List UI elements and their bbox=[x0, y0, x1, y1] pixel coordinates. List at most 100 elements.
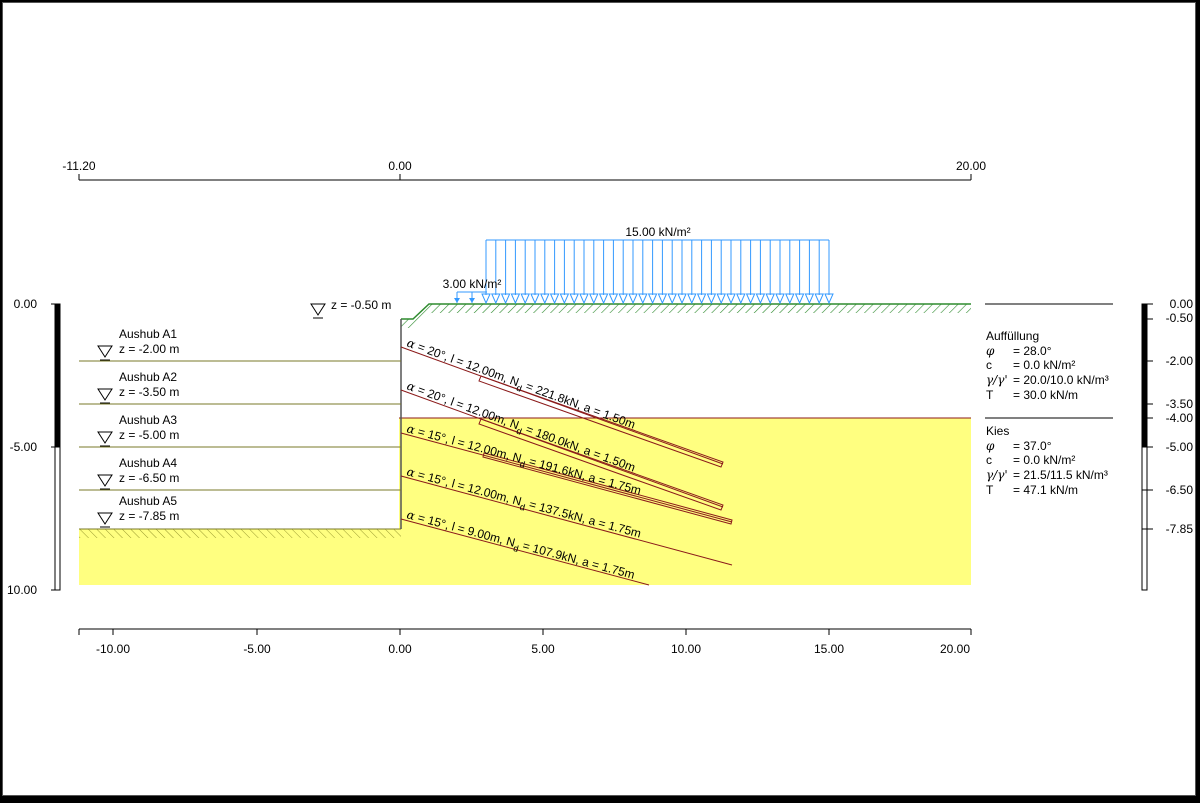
level-marker-icon bbox=[97, 345, 113, 358]
surcharge-arrowhead bbox=[540, 293, 550, 305]
excavation-bottom-hatch bbox=[79, 529, 401, 538]
excavation-a4: Aushub A4 z = -6.50 m bbox=[97, 456, 179, 490]
svg-text:γ/γ': γ/γ' bbox=[986, 373, 1008, 387]
line-load-label: 3.00 kN/m² bbox=[443, 277, 502, 291]
bottom-tick-label: -10.00 bbox=[96, 642, 130, 656]
left-scale-label: 10.00 bbox=[7, 583, 37, 597]
surcharge-arrowhead bbox=[559, 293, 570, 305]
svg-text:φ: φ bbox=[986, 439, 995, 453]
top-axis-mid-label: 0.00 bbox=[388, 159, 412, 173]
surcharge-arrowhead bbox=[569, 293, 579, 305]
svg-text:c: c bbox=[986, 453, 992, 467]
excavation-a1: Aushub A1 z = -2.00 m bbox=[97, 327, 179, 361]
svg-text:Kies: Kies bbox=[986, 424, 1009, 438]
svg-text:= 30.0 kN/m: = 30.0 kN/m bbox=[1013, 388, 1078, 402]
svg-text:T: T bbox=[986, 388, 994, 402]
bottom-tick-label: 5.00 bbox=[531, 642, 555, 656]
right-scale-label: -2.00 bbox=[1166, 354, 1194, 368]
surcharge-arrowhead bbox=[638, 293, 648, 305]
line-load: 3.00 kN/m² bbox=[443, 277, 502, 303]
surcharge-arrowhead bbox=[520, 293, 530, 305]
svg-text:T: T bbox=[986, 483, 994, 497]
ground-surface-hatch bbox=[401, 304, 971, 328]
surcharge-arrowhead bbox=[549, 293, 560, 305]
surcharge-arrowhead bbox=[755, 293, 766, 305]
soil-legend: Auffüllung φ = 28.0° c = 0.0 kN/m² γ/γ' … bbox=[985, 303, 1113, 497]
surcharge-arrowhead bbox=[824, 293, 834, 305]
top-axis-left-label: -11.20 bbox=[62, 159, 95, 173]
right-scale-label: -4.00 bbox=[1166, 411, 1194, 425]
surcharge-arrowhead bbox=[500, 293, 511, 305]
excavation-levels bbox=[79, 360, 401, 491]
svg-text:Auffüllung: Auffüllung bbox=[986, 329, 1039, 343]
svg-text:= 20.0/10.0 kN/m³: = 20.0/10.0 kN/m³ bbox=[1013, 373, 1109, 387]
level-marker-icon bbox=[97, 474, 113, 487]
water-level-icon bbox=[310, 303, 326, 316]
surcharge-load: 15.00 kN/m² bbox=[481, 225, 834, 305]
svg-text:γ/γ': γ/γ' bbox=[986, 468, 1008, 482]
bottom-tick-label: 15.00 bbox=[814, 642, 844, 656]
level-marker-icon bbox=[97, 512, 113, 525]
surcharge-arrowhead bbox=[618, 293, 628, 305]
surcharge-arrowhead bbox=[589, 293, 599, 305]
svg-text:Aushub A2: Aushub A2 bbox=[119, 370, 177, 384]
surcharge-label: 15.00 kN/m² bbox=[625, 225, 690, 239]
surcharge-arrowhead bbox=[706, 293, 717, 305]
surcharge-arrowhead bbox=[510, 293, 521, 305]
svg-text:= 47.1 kN/m: = 47.1 kN/m bbox=[1013, 483, 1078, 497]
surcharge-arrowhead bbox=[481, 293, 491, 305]
surcharge-arrowhead bbox=[716, 293, 726, 305]
surcharge-arrowhead bbox=[530, 293, 540, 305]
svg-text:c: c bbox=[986, 358, 992, 372]
surcharge-arrowhead bbox=[647, 293, 658, 305]
svg-text:z = -7.85 m: z = -7.85 m bbox=[119, 509, 179, 523]
surcharge-arrowhead bbox=[804, 293, 815, 305]
left-scale-label: 0.00 bbox=[14, 297, 38, 311]
soil-kies-left bbox=[79, 529, 401, 585]
bottom-tick-label: 20.00 bbox=[940, 642, 970, 656]
surcharge-arrowhead bbox=[579, 293, 589, 305]
ground-surface-line bbox=[401, 303, 971, 320]
surcharge-arrowhead bbox=[667, 293, 677, 305]
surcharge-arrowhead bbox=[814, 293, 824, 305]
svg-text:z = -5.00 m: z = -5.00 m bbox=[119, 428, 179, 442]
surcharge-arrowhead bbox=[736, 293, 746, 305]
bottom-tick-label: 10.00 bbox=[671, 642, 701, 656]
excavation-a3: Aushub A3 z = -5.00 m bbox=[97, 413, 179, 447]
svg-text:z = -3.50 m: z = -3.50 m bbox=[119, 385, 179, 399]
bottom-tick-label: -5.00 bbox=[243, 642, 271, 656]
svg-text:Aushub A4: Aushub A4 bbox=[119, 456, 177, 470]
surcharge-arrowhead bbox=[765, 293, 775, 305]
top-axis: -11.20 0.00 20.00 bbox=[62, 159, 986, 181]
surcharge-arrowhead bbox=[491, 293, 501, 305]
svg-text:z = -6.50 m: z = -6.50 m bbox=[119, 471, 179, 485]
right-scale-label: -3.50 bbox=[1166, 397, 1194, 411]
surcharge-arrowhead bbox=[628, 293, 638, 305]
svg-text:= 28.0°: = 28.0° bbox=[1013, 344, 1052, 358]
right-scale-label: -6.50 bbox=[1166, 483, 1194, 497]
surcharge-arrowhead bbox=[696, 293, 707, 305]
excavation-labels: Aushub A1 z = -2.00 m Aushub A2 z = -3.5… bbox=[97, 327, 179, 528]
svg-text:Aushub A1: Aushub A1 bbox=[119, 327, 177, 341]
svg-text:= 37.0°: = 37.0° bbox=[1013, 439, 1052, 453]
svg-text:z = -2.00 m: z = -2.00 m bbox=[119, 342, 179, 356]
left-depth-scale: 0.00 -5.00 10.00 bbox=[7, 297, 61, 597]
surcharge-arrowhead bbox=[608, 293, 619, 305]
top-axis-right-label: 20.00 bbox=[956, 159, 986, 173]
svg-text:φ: φ bbox=[986, 344, 995, 358]
svg-text:Aushub A5: Aushub A5 bbox=[119, 494, 177, 508]
bottom-tick-label: 0.00 bbox=[388, 642, 412, 656]
soil-legend-kies: Kies φ = 37.0° c = 0.0 kN/m² γ/γ' = 21.5… bbox=[986, 424, 1108, 497]
svg-text:= 21.5/11.5 kN/m³: = 21.5/11.5 kN/m³ bbox=[1013, 468, 1108, 482]
surcharge-arrowhead bbox=[794, 293, 805, 305]
surcharge-arrowhead bbox=[677, 293, 687, 305]
svg-text:Aushub A3: Aushub A3 bbox=[119, 413, 177, 427]
svg-text:= 0.0 kN/m²: = 0.0 kN/m² bbox=[1013, 358, 1075, 372]
surcharge-arrowhead bbox=[726, 293, 736, 305]
surcharge-arrowhead bbox=[745, 293, 756, 305]
surcharge-arrowhead bbox=[657, 293, 668, 305]
excavation-a5: Aushub A5 z = -7.85 m bbox=[97, 494, 179, 528]
surcharge-arrowhead bbox=[687, 293, 697, 305]
surcharge-arrowhead bbox=[598, 293, 609, 305]
